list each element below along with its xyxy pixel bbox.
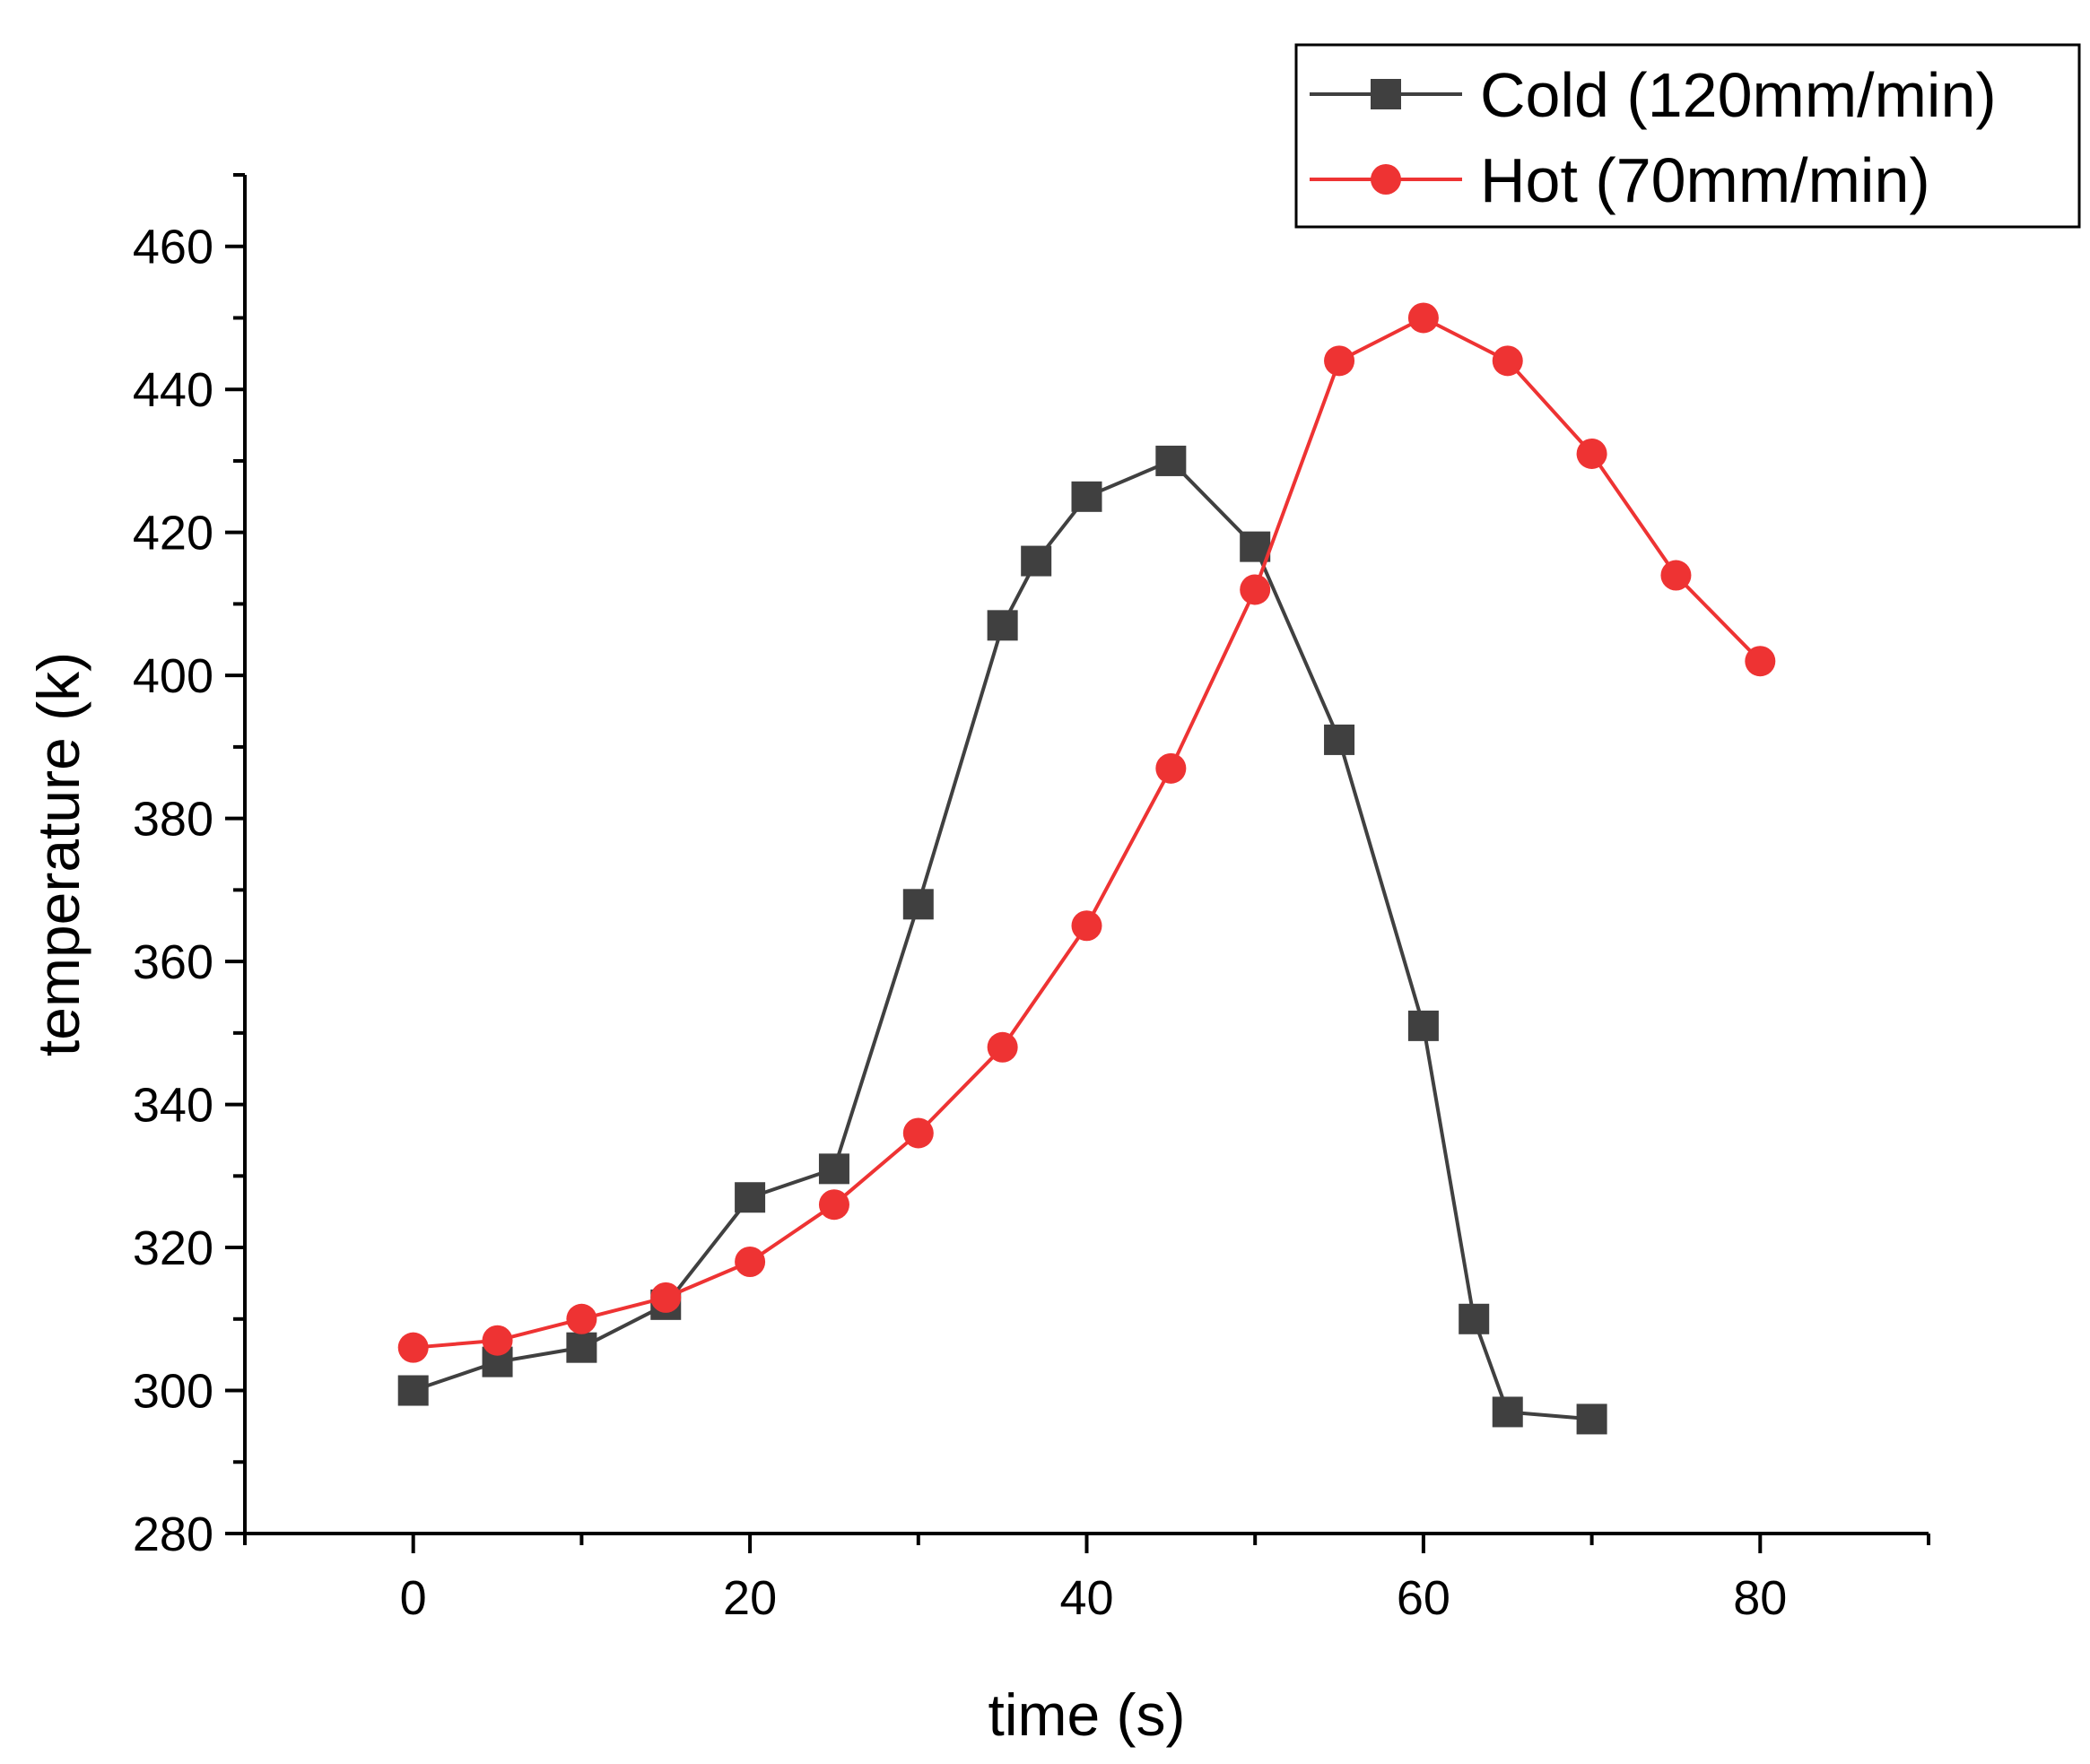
data-point bbox=[1371, 164, 1401, 195]
x-tick-label: 40 bbox=[1059, 1571, 1113, 1625]
data-point bbox=[1407, 302, 1439, 334]
data-point bbox=[1324, 345, 1355, 377]
data-point bbox=[987, 610, 1018, 641]
data-point bbox=[902, 889, 934, 920]
legend-box bbox=[1294, 43, 2081, 229]
x-tick-label: 60 bbox=[1397, 1571, 1450, 1625]
data-point bbox=[397, 1375, 429, 1406]
y-tick-label: 320 bbox=[133, 1221, 213, 1275]
data-point bbox=[735, 1182, 766, 1213]
data-point bbox=[1745, 646, 1776, 677]
data-point bbox=[1071, 910, 1102, 942]
x-tick-label: 20 bbox=[723, 1571, 777, 1625]
data-point bbox=[566, 1303, 597, 1334]
y-tick-label: 300 bbox=[133, 1365, 213, 1419]
y-tick-label: 400 bbox=[133, 649, 213, 703]
series-line bbox=[413, 458, 1592, 1421]
legend: Cold (120mm/min) Hot (70mm/min) bbox=[1294, 43, 2081, 229]
data-point bbox=[1071, 481, 1102, 512]
data-point bbox=[818, 1189, 849, 1221]
y-tick-label: 440 bbox=[133, 363, 213, 417]
data-point bbox=[482, 1325, 513, 1356]
data-point bbox=[1660, 560, 1692, 591]
data-point bbox=[1155, 752, 1187, 784]
data-point bbox=[735, 1247, 766, 1277]
y-tick-label: 420 bbox=[133, 507, 213, 560]
data-point bbox=[1240, 574, 1271, 605]
y-tick-label: 380 bbox=[133, 793, 213, 847]
y-tick-label: 360 bbox=[133, 935, 213, 989]
data-point bbox=[902, 1117, 934, 1149]
legend-entry-label: Hot (70mm/min) bbox=[1480, 145, 1930, 215]
data-point bbox=[397, 1332, 429, 1363]
y-tick-label: 460 bbox=[133, 221, 213, 274]
data-point bbox=[1371, 79, 1401, 109]
data-point bbox=[987, 1031, 1018, 1063]
data-point bbox=[650, 1282, 682, 1313]
data-point bbox=[566, 1332, 597, 1363]
y-axis-title: temperature (k) bbox=[25, 652, 91, 1056]
y-tick-label: 280 bbox=[133, 1508, 213, 1561]
data-point bbox=[1407, 1010, 1439, 1041]
axes: 0 20 40 60 80 280 300 320 340 360 380 400 420 440 460 bbox=[133, 173, 1930, 1625]
x-tick-label: 80 bbox=[1733, 1571, 1787, 1625]
data-point bbox=[1492, 345, 1523, 377]
series-cold bbox=[397, 445, 1607, 1435]
data-point bbox=[1155, 445, 1187, 476]
data-point bbox=[818, 1153, 849, 1185]
legend-entry-label: Cold (120mm/min) bbox=[1480, 60, 1997, 130]
data-point bbox=[1492, 1396, 1523, 1428]
x-axis-title: time (s) bbox=[988, 1681, 1186, 1748]
data-point bbox=[1021, 545, 1052, 577]
series-hot bbox=[397, 302, 1776, 1363]
data-point bbox=[1576, 1403, 1607, 1435]
series-line bbox=[413, 316, 1762, 1350]
x-tick-label: 0 bbox=[400, 1571, 427, 1625]
data-point bbox=[1576, 438, 1607, 469]
plot-area bbox=[397, 302, 1776, 1435]
y-tick-label: 340 bbox=[133, 1079, 213, 1133]
data-point bbox=[1324, 724, 1355, 755]
data-point bbox=[1459, 1303, 1490, 1334]
